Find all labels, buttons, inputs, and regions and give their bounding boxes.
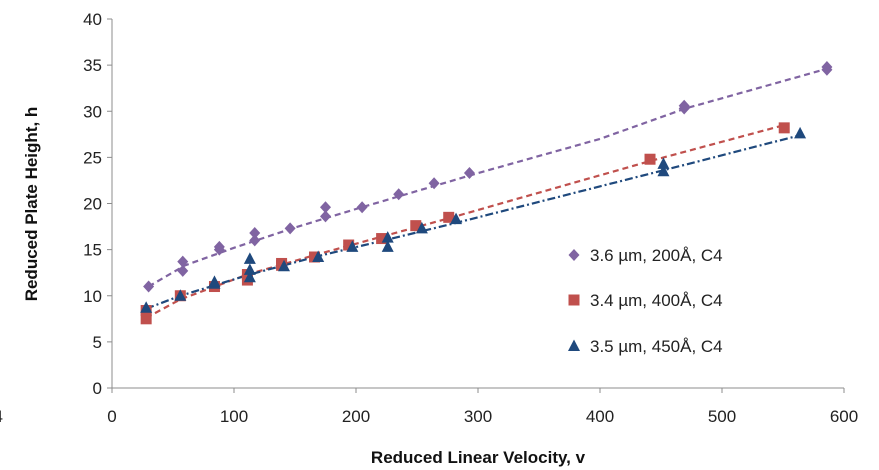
trendline bbox=[148, 67, 828, 288]
data-point bbox=[778, 122, 790, 134]
data-point bbox=[177, 264, 189, 277]
legend-marker bbox=[568, 339, 580, 351]
y-tick-label: 40 bbox=[83, 10, 102, 29]
data-point bbox=[657, 164, 670, 177]
legend-marker bbox=[568, 294, 580, 306]
data-point bbox=[428, 177, 440, 190]
data-point bbox=[443, 211, 455, 223]
data-point bbox=[393, 188, 405, 201]
y-tick-label: 20 bbox=[83, 195, 102, 214]
data-point bbox=[243, 252, 256, 264]
data-point bbox=[174, 289, 187, 301]
data-point bbox=[320, 201, 331, 214]
data-point bbox=[794, 126, 807, 139]
data-point bbox=[140, 301, 153, 313]
data-point bbox=[463, 167, 475, 180]
x-tick-label: 300 bbox=[464, 407, 492, 426]
legend-label: 3.5 µm, 450Å, C4 bbox=[590, 337, 723, 356]
data-point bbox=[243, 270, 256, 283]
data-point bbox=[346, 240, 359, 252]
y-tick-label: 5 bbox=[93, 333, 102, 352]
data-point bbox=[450, 212, 463, 225]
x-tick-label: 500 bbox=[708, 407, 736, 426]
data-point bbox=[249, 234, 261, 247]
data-markers bbox=[140, 60, 833, 325]
data-point bbox=[343, 239, 355, 251]
data-point bbox=[309, 251, 321, 263]
y-tick-label: 15 bbox=[83, 241, 102, 260]
data-point bbox=[278, 259, 291, 272]
data-point bbox=[208, 275, 221, 287]
data-point bbox=[821, 60, 833, 73]
x-tick-label: 200 bbox=[342, 407, 370, 426]
data-point bbox=[376, 233, 388, 245]
x-axis-title: Reduced Linear Velocity, v bbox=[371, 448, 586, 467]
data-point bbox=[410, 220, 422, 232]
data-point bbox=[415, 221, 428, 234]
data-point bbox=[312, 250, 325, 263]
y-tick-label: 25 bbox=[83, 148, 102, 167]
x-tick-label: 0 bbox=[107, 407, 116, 426]
y-tick-label: 35 bbox=[83, 56, 102, 75]
x-tick-label: 400 bbox=[586, 407, 614, 426]
y-tick-label: 0 bbox=[93, 379, 102, 398]
data-point bbox=[284, 222, 296, 235]
x-tick-label: 100 bbox=[220, 407, 248, 426]
data-point bbox=[320, 210, 331, 223]
data-point bbox=[213, 240, 225, 253]
data-point bbox=[381, 231, 394, 243]
y-tick-label: 10 bbox=[83, 287, 102, 306]
legend-label: 3.4 µm, 400Å, C4 bbox=[590, 291, 723, 310]
trendline bbox=[145, 124, 785, 319]
legend-marker bbox=[568, 249, 580, 261]
data-point bbox=[243, 263, 256, 275]
data-point bbox=[249, 227, 261, 240]
data-point bbox=[356, 201, 368, 214]
data-point bbox=[140, 313, 152, 325]
data-point bbox=[657, 157, 670, 169]
data-point bbox=[276, 257, 288, 269]
legend: 3.6 µm, 200Å, C4 3.4 µm, 400Å, C4 3.5 µm, … bbox=[568, 246, 723, 356]
data-point bbox=[143, 280, 155, 293]
data-point bbox=[644, 153, 656, 165]
x-tick-label: 600 bbox=[830, 407, 858, 426]
legend-label: 3.6 µm, 200Å, C4 bbox=[590, 246, 723, 265]
clipped-left-label: 4 bbox=[0, 407, 3, 426]
y-axis-title: Reduced Plate Height, h bbox=[22, 107, 41, 302]
data-point bbox=[381, 240, 394, 252]
data-point bbox=[678, 99, 690, 112]
plot-area bbox=[111, 19, 844, 389]
data-point bbox=[177, 255, 189, 268]
y-tick-label: 30 bbox=[83, 102, 102, 121]
